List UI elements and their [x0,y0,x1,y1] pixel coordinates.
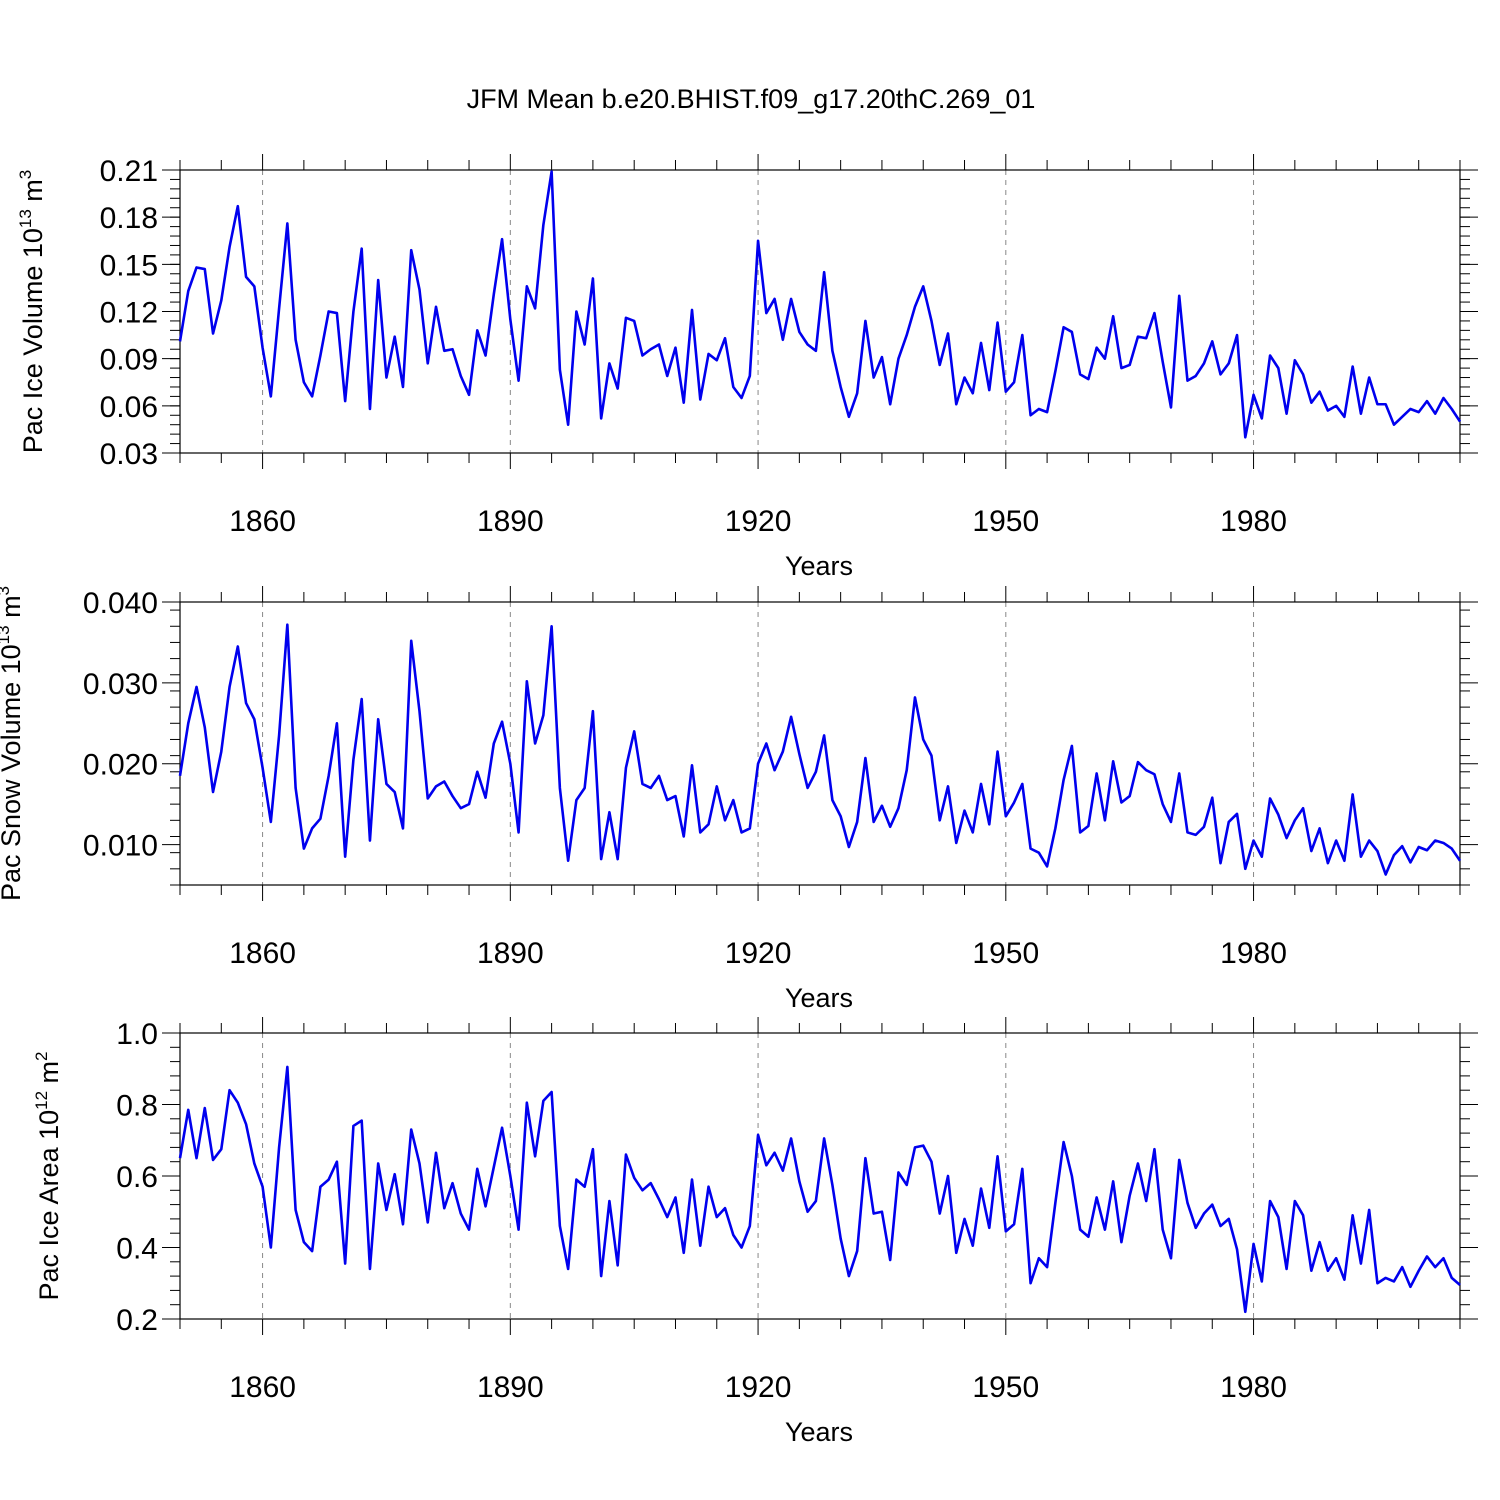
y-tick-label-0.09: 0.09 [100,344,158,377]
plot-frame [179,601,1461,886]
x-tick-label-1950: 1950 [972,505,1039,538]
x-tick-label-1860: 1860 [229,505,296,538]
y-axis-title: Pac Snow Volume 1013 m3 [0,586,26,901]
y-axis-title-part: Pac Ice Volume 10 [18,228,48,453]
y-tick-label-0.010: 0.010 [83,830,158,863]
y-axis-title-part: m [0,595,26,625]
x-tick-label-1890: 1890 [477,937,544,970]
x-axis-title: Years [785,1417,853,1447]
y-axis-title-superscript: 3 [16,170,35,179]
y-tick-label-0.12: 0.12 [100,297,158,330]
y-tick-label-0.18: 0.18 [100,202,158,235]
y-tick-label-0.020: 0.020 [83,749,158,782]
y-axis-title-part: m [18,179,48,209]
y-tick-label-0.03: 0.03 [100,438,158,471]
y-tick-label-0.040: 0.040 [83,587,158,620]
y-axis-title-superscript: 3 [0,586,13,595]
panel-2: 1860 1890 1920 1950 1980 Years 0.010 0.020 0.030… [0,586,1478,1013]
chart-title: JFM Mean b.e20.BHIST.f09_g17.20thC.269_0… [467,84,1036,114]
x-tick-label-1950: 1950 [972,937,1039,970]
x-tick-label-1860: 1860 [229,937,296,970]
panel-3: 1860 1890 1920 1950 1980 Years 0.2 0.4 0.6 0.8 1.0… [32,1017,1478,1447]
y-axis-title-superscript: 13 [0,625,13,644]
x-tick-label-1950: 1950 [972,1371,1039,1404]
y-tick-label-0.06: 0.06 [100,391,158,424]
y-tick-label-1.0: 1.0 [116,1018,158,1051]
series-line-pac-ice-area [178,1065,1461,1314]
series-line-pac-ice-volume [178,170,1462,439]
x-tick-label-1980: 1980 [1220,505,1287,538]
x-tick-label-1920: 1920 [725,505,792,538]
x-tick-label-1980: 1980 [1220,937,1287,970]
y-axis-title-part: m [34,1061,64,1091]
y-axis-title-superscript: 2 [32,1051,51,1060]
y-axis-title-part: Pac Snow Volume 10 [0,644,26,901]
x-tick-label-1860: 1860 [229,1371,296,1404]
y-axis-title-superscript: 13 [16,209,35,228]
y-tick-label-0.2: 0.2 [116,1304,158,1337]
x-tick-label-1980: 1980 [1220,1371,1287,1404]
x-tick-label-1920: 1920 [725,937,792,970]
y-tick-label-0.4: 0.4 [116,1233,158,1266]
y-tick-label-0.6: 0.6 [116,1161,158,1194]
y-tick-label-0.030: 0.030 [83,668,158,701]
x-axis-title: Years [785,551,853,581]
y-axis-title-superscript: 12 [32,1091,51,1110]
x-tick-label-1890: 1890 [477,1371,544,1404]
y-tick-label-0.15: 0.15 [100,249,158,282]
series-line-pac-snow-volume [178,623,1462,876]
y-axis-title-part: Pac Ice Area 10 [34,1110,64,1301]
y-tick-label-0.8: 0.8 [116,1090,158,1123]
y-axis-title: Pac Ice Area 1012 m2 [32,1051,64,1300]
x-tick-label-1890: 1890 [477,505,544,538]
x-axis-title: Years [785,983,853,1013]
y-tick-label-0.21: 0.21 [100,155,158,188]
panel-1: 1860 1890 1920 1950 1980 Years 0.03 0.06 0.09 0.1… [16,154,1478,581]
x-tick-label-1920: 1920 [725,1371,792,1404]
y-axis-title: Pac Ice Volume 1013 m3 [16,170,48,454]
